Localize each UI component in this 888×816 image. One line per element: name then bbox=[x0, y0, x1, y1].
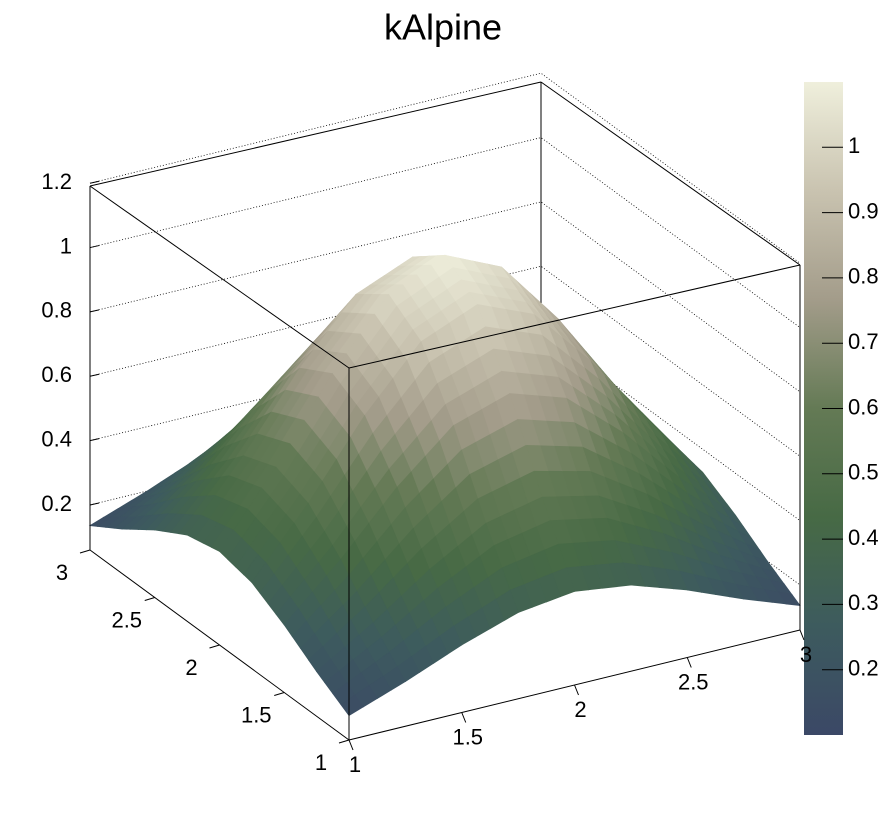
x-tick bbox=[461, 712, 467, 723]
colorbar-tick-label: 0.2 bbox=[848, 656, 879, 681]
z-tick-label: 1 bbox=[60, 233, 72, 258]
grid-line bbox=[89, 72, 801, 264]
surface bbox=[88, 254, 801, 717]
x-tick bbox=[348, 739, 354, 751]
colorbar-tick-label: 0.7 bbox=[848, 329, 879, 354]
grid-line bbox=[89, 137, 801, 328]
grid-line bbox=[89, 330, 801, 521]
x-tick-label: 2 bbox=[574, 697, 586, 722]
z-tick-label: 0.2 bbox=[41, 491, 72, 516]
y-tick-label: 2 bbox=[185, 655, 197, 680]
z-tick-label: 0.8 bbox=[41, 298, 72, 323]
grid-line bbox=[89, 265, 801, 457]
z-tick bbox=[89, 502, 100, 506]
z-tick bbox=[89, 438, 100, 442]
z-tick bbox=[89, 309, 100, 313]
x-tick bbox=[799, 629, 805, 641]
box-edge bbox=[89, 185, 350, 369]
y-tick-label: 2.5 bbox=[111, 607, 142, 632]
colorbar-tick-label: 0.8 bbox=[848, 264, 879, 289]
colorbar-tick-label: 0.3 bbox=[848, 590, 879, 615]
y-tick-label: 3 bbox=[56, 560, 68, 585]
grid-line bbox=[89, 201, 801, 393]
colorbar-tick-label: 0.5 bbox=[848, 460, 879, 485]
y-tick bbox=[144, 597, 155, 601]
box-edge bbox=[348, 264, 801, 369]
y-tick-label: 1.5 bbox=[241, 702, 272, 727]
colorbar-tick-label: 1 bbox=[848, 133, 860, 158]
y-tick bbox=[338, 739, 350, 744]
colorbar-tick-label: 0.9 bbox=[848, 198, 879, 223]
colorbar-tick-label: 0.4 bbox=[848, 525, 879, 550]
y-tick-label: 1 bbox=[315, 750, 327, 775]
x-tick-label: 1 bbox=[349, 752, 361, 777]
z-tick bbox=[89, 245, 100, 249]
z-tick bbox=[89, 180, 100, 184]
y-tick bbox=[209, 644, 220, 649]
x-tick-label: 2.5 bbox=[678, 669, 709, 694]
surface-patch bbox=[340, 694, 364, 717]
z-tick-label: 1.2 bbox=[41, 169, 72, 194]
z-tick-label: 0.6 bbox=[41, 362, 72, 387]
z-tick bbox=[89, 373, 100, 377]
x-tick-label: 3 bbox=[800, 642, 812, 667]
z-tick-label: 0.4 bbox=[41, 426, 72, 451]
y-tick bbox=[274, 692, 285, 696]
chart-title: kAlpine bbox=[384, 7, 502, 48]
x-tick bbox=[574, 684, 579, 696]
colorbar-tick-label: 0.6 bbox=[848, 394, 879, 419]
box-edge bbox=[540, 81, 801, 266]
x-tick-label: 1.5 bbox=[452, 724, 483, 749]
x-tick bbox=[686, 657, 692, 668]
axes: 1 1.5 2 2.5 3 1 1.5 2 2.5 3 0.2 0.4 0.6 0.8 1 1.2 0.2 0.3… bbox=[41, 133, 878, 777]
y-tick bbox=[79, 549, 91, 554]
box-edge bbox=[89, 81, 542, 187]
